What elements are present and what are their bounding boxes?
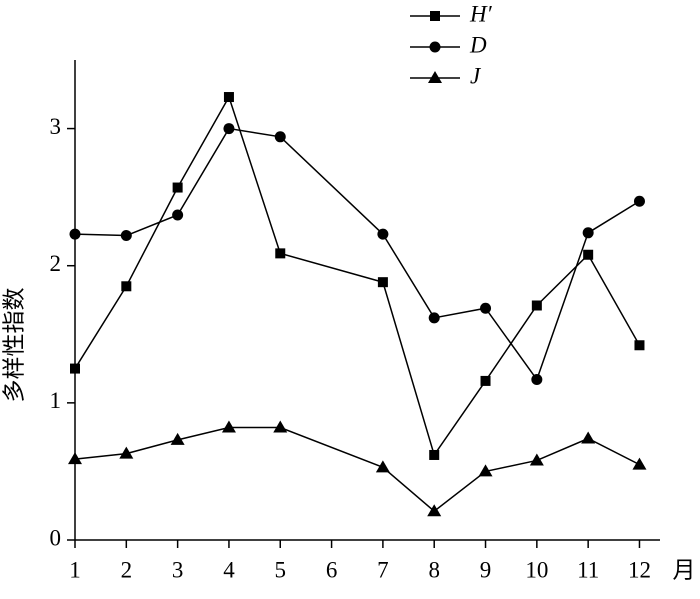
marker [375, 460, 390, 473]
marker [377, 277, 388, 288]
series-line [74, 426, 640, 513]
legend-marker [430, 11, 440, 21]
y-tick-label: 1 [50, 388, 62, 413]
x-tick-label: 2 [121, 557, 133, 582]
x-tick-label: 6 [326, 557, 338, 582]
marker [427, 504, 442, 517]
marker [273, 420, 288, 433]
marker [223, 123, 235, 135]
marker [120, 230, 132, 242]
marker [531, 300, 542, 311]
marker [480, 375, 491, 386]
marker [583, 249, 594, 260]
marker [480, 302, 492, 314]
marker [428, 312, 440, 324]
legend-marker [429, 41, 441, 53]
x-tick-label: 3 [172, 557, 184, 582]
legend-marker [428, 71, 442, 83]
marker [68, 452, 82, 465]
x-tick-label: 7 [377, 557, 389, 582]
y-axis-label: 多样性指数 [1, 288, 26, 403]
y-tick-label: 2 [50, 251, 62, 276]
marker [172, 182, 183, 193]
series-line [74, 127, 640, 382]
marker [221, 420, 236, 433]
marker [632, 457, 647, 470]
marker [531, 374, 543, 386]
marker [170, 432, 185, 445]
x-tick-label: 8 [428, 557, 440, 582]
x-tick-label: 9 [480, 557, 492, 582]
legend-label: D [469, 32, 487, 57]
marker [275, 248, 286, 259]
marker [70, 363, 80, 374]
x-tick-label: 4 [223, 557, 235, 582]
marker [633, 195, 645, 207]
marker [223, 92, 234, 103]
marker [274, 131, 286, 143]
marker [172, 209, 184, 221]
y-tick-label: 3 [50, 114, 62, 139]
x-axis-label: 月 [673, 557, 696, 582]
x-tick-label: 5 [275, 557, 287, 582]
x-tick-label: 10 [525, 557, 548, 582]
x-tick-label: 12 [628, 557, 651, 582]
x-tick-label: 1 [69, 557, 81, 582]
marker [634, 340, 645, 351]
marker [582, 227, 594, 239]
marker [69, 228, 81, 240]
marker [478, 464, 493, 477]
marker [529, 453, 544, 466]
series-line [74, 95, 641, 457]
marker [121, 281, 132, 292]
legend-label: H′ [469, 1, 493, 26]
marker [377, 228, 389, 240]
x-tick-label: 11 [577, 557, 599, 582]
legend-label: J [470, 63, 482, 88]
marker [429, 449, 440, 460]
y-tick-label: 0 [50, 525, 62, 550]
marker [581, 431, 596, 444]
marker [119, 446, 134, 459]
